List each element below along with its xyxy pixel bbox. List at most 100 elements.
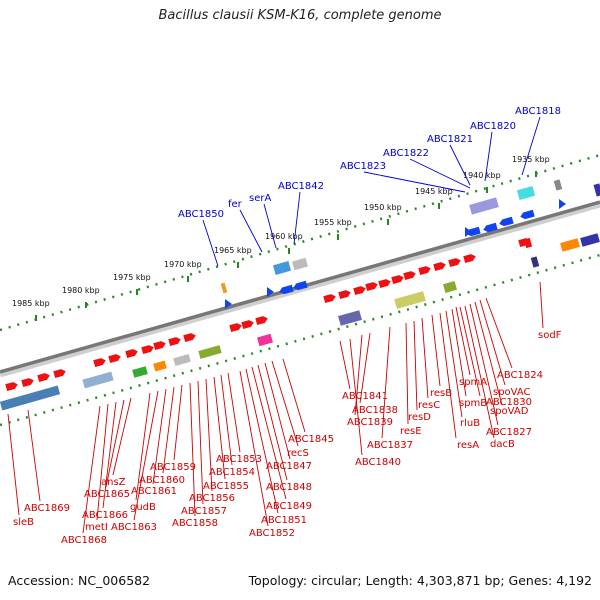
right-gene-label: ABC1841 xyxy=(342,391,388,402)
gene-box xyxy=(220,282,228,294)
gene-arrow xyxy=(108,354,121,364)
top-gene-label: ABC1822 xyxy=(383,148,429,159)
gene-arrow xyxy=(37,373,50,383)
leader-line xyxy=(431,314,441,387)
right-gene-label: spoVAC xyxy=(493,387,531,398)
gene-arrow xyxy=(141,345,154,355)
right-gene-label: ABC1840 xyxy=(355,457,401,468)
bottom-gene-label: ABC1849 xyxy=(266,501,312,512)
leader-line xyxy=(363,171,466,193)
leader-line xyxy=(484,131,493,182)
leader-line xyxy=(293,191,301,245)
leader-line xyxy=(197,380,204,505)
gene-box xyxy=(338,310,362,326)
gene-arrow xyxy=(418,266,431,276)
bottom-gene-label: ABC1861 xyxy=(131,486,177,497)
leader-line xyxy=(264,362,291,460)
gene-box xyxy=(82,371,114,389)
scale-label: 1935 kbp xyxy=(512,155,550,164)
gene-arrow xyxy=(125,349,138,359)
leader-line xyxy=(464,305,495,439)
top-gene-label: ABC1842 xyxy=(278,181,324,192)
right-gene-label: sodF xyxy=(538,330,562,341)
right-gene-label: dacB xyxy=(490,439,515,450)
gene-arrow xyxy=(463,254,476,264)
top-gene-labels: ABC1818 ABC1820 ABC1821 ABC1822 ABC1823 ABC18… xyxy=(178,106,561,267)
bottom-gene-label: ABC1869 xyxy=(24,503,70,514)
top-gene-label: ABC1818 xyxy=(515,106,561,117)
gene-box xyxy=(257,333,273,347)
leader-line xyxy=(162,386,175,474)
bottom-gene-label: ABC1856 xyxy=(189,493,235,504)
top-gene-label: ABC1820 xyxy=(470,121,516,132)
gene-marker xyxy=(465,227,472,237)
leader-line xyxy=(409,158,471,189)
leader-line xyxy=(239,209,263,253)
gene-box xyxy=(523,237,533,249)
leader-line xyxy=(485,297,513,369)
gene-box xyxy=(593,183,600,197)
leader-line xyxy=(263,203,277,249)
leader-line xyxy=(239,370,269,527)
bottom-gene-label: ABC1855 xyxy=(203,481,249,492)
right-gene-label: ABC1830 xyxy=(486,397,532,408)
top-gene-label: fer xyxy=(228,199,243,210)
bottom-gene-label: ABC1859 xyxy=(150,462,196,473)
top-gene-label: ABC1823 xyxy=(340,161,386,172)
gene-arrow xyxy=(391,275,404,285)
leader-line xyxy=(474,301,503,406)
gene-arrow xyxy=(168,337,181,347)
leader-line xyxy=(455,306,471,376)
leader-line xyxy=(421,317,429,399)
right-gene-label: ABC1837 xyxy=(367,440,413,451)
gene-features xyxy=(0,179,600,411)
right-gene-label: resB xyxy=(430,388,452,399)
bottom-gene-label: ABC1868 xyxy=(61,535,107,546)
gene-box xyxy=(173,353,191,367)
gene-arrow xyxy=(520,209,535,220)
scale-label: 1980 kbp xyxy=(62,286,100,295)
leader-line xyxy=(445,310,463,418)
top-gene-label: serA xyxy=(249,193,271,204)
scale-ticks: 1985 kbp 1980 kbp 1975 kbp 1970 kbp 1965 kbp… xyxy=(12,155,550,321)
gene-arrow xyxy=(93,358,106,368)
bottom-gene-label: recS xyxy=(287,448,309,459)
gene-arrow xyxy=(433,262,446,272)
bottom-gene-label: ABC1865 xyxy=(84,489,130,500)
gene-marker xyxy=(559,199,566,209)
gene-arrow xyxy=(21,378,34,388)
gene-arrow xyxy=(448,258,461,268)
leader-line xyxy=(354,334,363,416)
leader-line xyxy=(449,144,471,186)
bottom-gene-label: metI xyxy=(85,522,108,533)
gene-box xyxy=(553,179,563,191)
leader-line xyxy=(152,388,167,485)
leader-line xyxy=(105,399,125,488)
right-gene-label: rluB xyxy=(460,418,480,429)
gene-box xyxy=(0,385,61,411)
leader-line xyxy=(173,384,183,461)
leader-line xyxy=(133,390,159,521)
gene-arrow xyxy=(241,320,254,330)
bottom-gene-label: ABC1857 xyxy=(181,506,227,517)
bottom-gene-label: ABC1845 xyxy=(288,434,334,445)
leader-line xyxy=(349,338,363,456)
leader-line xyxy=(189,382,196,517)
leader-line xyxy=(7,413,20,516)
gene-box xyxy=(580,233,600,247)
bottom-gene-label: ABC1854 xyxy=(209,467,255,478)
bottom-gene-label: ABC1852 xyxy=(249,528,295,539)
gene-marker xyxy=(267,287,274,297)
leader-line xyxy=(282,358,306,433)
scale-label: 1955 kbp xyxy=(314,218,352,227)
gene-arrow xyxy=(338,290,351,300)
right-gene-label: resA xyxy=(457,440,479,451)
leader-line xyxy=(202,219,219,267)
gene-arrow xyxy=(153,341,166,351)
leader-line xyxy=(102,401,117,509)
bottom-gene-label: ABC1863 xyxy=(111,522,157,533)
leader-line xyxy=(271,360,299,447)
leader-line xyxy=(112,397,132,476)
